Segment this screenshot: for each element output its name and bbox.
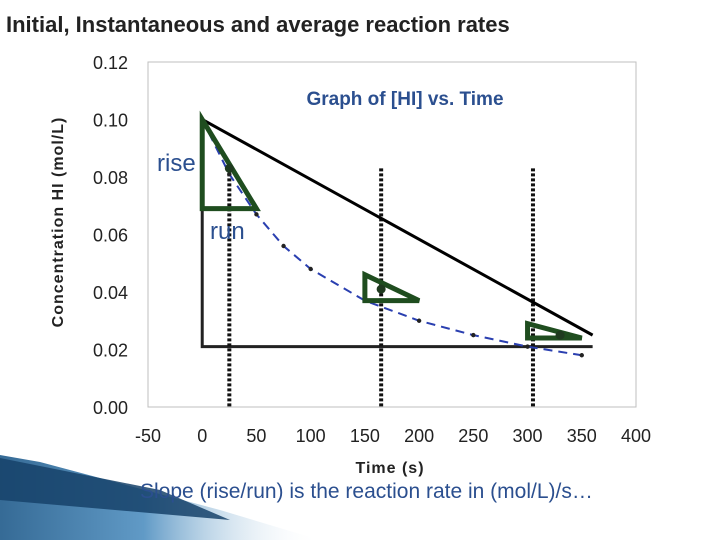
x-tick-label: 0	[197, 426, 207, 446]
tangent-point	[555, 330, 565, 340]
y-tick-label: 0.12	[93, 53, 128, 73]
x-tick-label: 300	[513, 426, 543, 446]
tangent-triangle	[525, 320, 583, 341]
x-tick-label: 250	[458, 426, 488, 446]
tangent-point	[376, 284, 386, 294]
y-tick-label: 0.04	[93, 283, 128, 303]
tangent-triangle	[362, 270, 421, 304]
x-tick-label: 350	[567, 426, 597, 446]
data-point	[227, 171, 232, 177]
y-tick-label: 0.08	[93, 168, 128, 188]
tangent-point	[224, 163, 234, 173]
y-axis-label: Concentration HI (mol/L)	[50, 117, 67, 328]
y-tick-label: 0.00	[93, 398, 128, 418]
footer-swoosh-dark	[0, 458, 230, 520]
x-tick-label: -50	[135, 426, 161, 446]
average-rate-line	[201, 118, 594, 337]
x-tick-label: 50	[246, 426, 266, 446]
x-axis-label: Time (s)	[355, 460, 424, 477]
chart-title: Graph of [HI] vs. Time	[306, 89, 503, 110]
slide-caption: Slope (rise/run) is the reaction rate in…	[140, 480, 593, 503]
x-tick-label: 400	[621, 426, 651, 446]
data-point	[471, 332, 476, 338]
y-tick-label: 0.02	[93, 341, 128, 361]
data-point	[308, 266, 313, 272]
data-point	[525, 344, 530, 349]
y-tick-label: 0.10	[93, 111, 128, 131]
data-region-bracket	[200, 119, 593, 349]
concentration-curve	[201, 119, 582, 357]
slide-title: Initial, Instantaneous and average react…	[6, 12, 510, 37]
x-tick-label: 150	[350, 426, 380, 446]
data-point	[416, 318, 422, 323]
x-tick-label: 200	[404, 426, 434, 446]
x-tick-label: 100	[296, 426, 326, 446]
rise-label: rise	[157, 150, 196, 177]
y-tick-label: 0.06	[93, 226, 128, 246]
run-label: run	[210, 218, 245, 245]
data-point	[281, 243, 286, 249]
plot-frame	[147, 61, 637, 408]
data-point	[579, 353, 584, 358]
data-point	[254, 212, 259, 217]
